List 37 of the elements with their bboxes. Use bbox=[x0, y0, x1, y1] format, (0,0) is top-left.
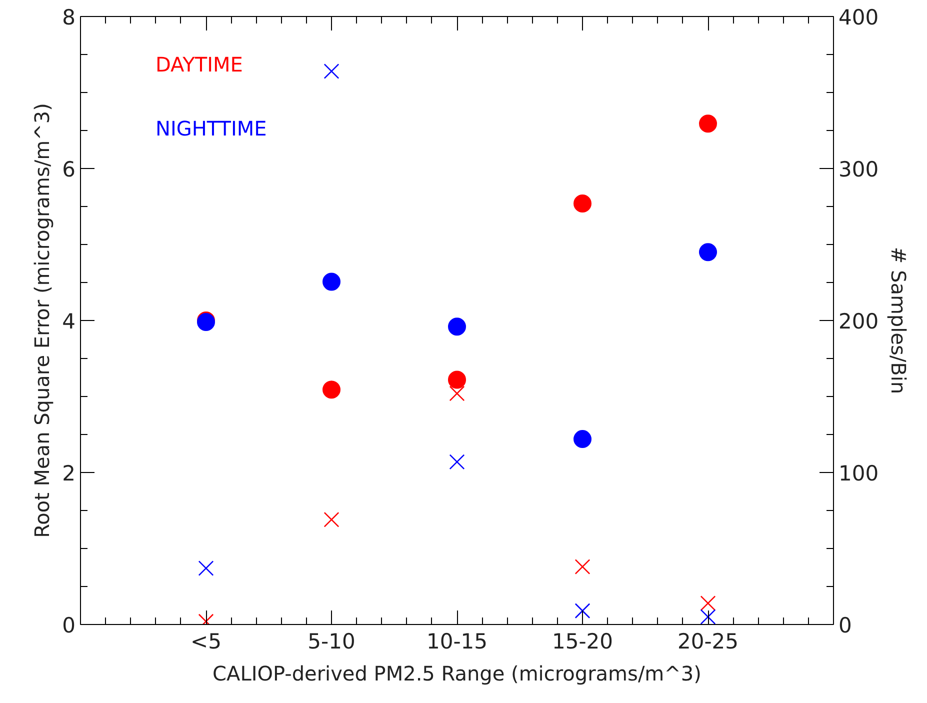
point bbox=[574, 430, 592, 448]
point bbox=[448, 318, 466, 336]
y-tick-label: 6 bbox=[62, 158, 76, 182]
y-axis-title: Root Mean Square Error (micrograms/m^3) bbox=[30, 103, 54, 538]
point bbox=[574, 603, 590, 619]
point bbox=[700, 609, 716, 624]
point bbox=[699, 243, 717, 262]
y-tick-label: 0 bbox=[62, 614, 76, 638]
y2-tick-label: 0 bbox=[838, 614, 852, 638]
point bbox=[448, 370, 466, 389]
point bbox=[700, 596, 716, 611]
text: DAYTIME bbox=[156, 52, 243, 76]
y2-tick-label: 300 bbox=[838, 158, 879, 182]
y2-tick-label: 100 bbox=[838, 462, 879, 486]
y-tick-label: 2 bbox=[62, 462, 76, 486]
point bbox=[574, 559, 590, 574]
point bbox=[324, 512, 340, 528]
x-axis-title: CALIOP-derived PM2.5 Range (micrograms/m^3) bbox=[212, 662, 702, 686]
point bbox=[322, 380, 340, 399]
point bbox=[574, 194, 592, 212]
point bbox=[699, 114, 717, 133]
point bbox=[322, 272, 340, 291]
x-tick-label: <5 bbox=[190, 630, 222, 654]
point bbox=[198, 560, 214, 576]
y2-tick-label: 200 bbox=[838, 310, 879, 334]
point bbox=[324, 64, 340, 79]
x-tick-label: 20-25 bbox=[677, 630, 739, 654]
x-tick-label: 5-10 bbox=[308, 630, 356, 654]
y-tick-label: 4 bbox=[62, 310, 76, 334]
y2-axis-title: # Samples/Bin bbox=[886, 246, 911, 394]
y2-tick-label: 400 bbox=[838, 6, 879, 30]
point bbox=[449, 386, 465, 402]
point bbox=[449, 454, 465, 470]
y-tick-label: 8 bbox=[62, 6, 76, 30]
text: NIGHTTIME bbox=[156, 116, 267, 140]
x-tick-label: 15-20 bbox=[552, 630, 614, 654]
x-tick-label: 10-15 bbox=[426, 630, 488, 654]
